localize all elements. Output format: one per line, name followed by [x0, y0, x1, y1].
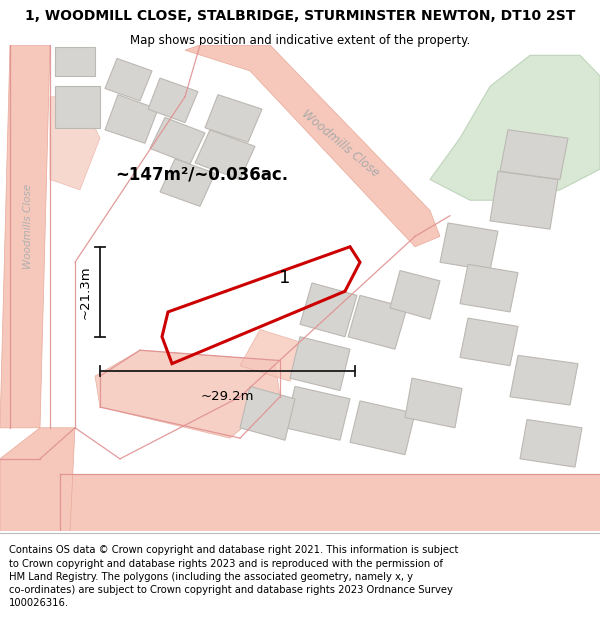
- Polygon shape: [105, 59, 152, 101]
- Polygon shape: [50, 97, 100, 190]
- Polygon shape: [460, 264, 518, 312]
- Polygon shape: [490, 171, 558, 229]
- Polygon shape: [55, 47, 95, 76]
- Polygon shape: [430, 56, 600, 200]
- Polygon shape: [0, 428, 75, 531]
- Polygon shape: [60, 474, 600, 531]
- Text: Map shows position and indicative extent of the property.: Map shows position and indicative extent…: [130, 34, 470, 47]
- Polygon shape: [95, 350, 280, 438]
- Polygon shape: [440, 223, 498, 271]
- Polygon shape: [55, 86, 100, 128]
- Polygon shape: [240, 329, 310, 381]
- Polygon shape: [290, 337, 350, 391]
- Text: ~147m²/~0.036ac.: ~147m²/~0.036ac.: [115, 166, 288, 183]
- Polygon shape: [150, 118, 205, 164]
- Text: ~29.2m: ~29.2m: [201, 389, 254, 402]
- Polygon shape: [500, 130, 568, 179]
- Polygon shape: [185, 45, 440, 247]
- Polygon shape: [195, 130, 255, 179]
- Polygon shape: [350, 401, 415, 455]
- Text: ~21.3m: ~21.3m: [79, 265, 92, 319]
- Polygon shape: [105, 94, 158, 143]
- Polygon shape: [205, 94, 262, 142]
- Polygon shape: [460, 318, 518, 366]
- Polygon shape: [510, 356, 578, 405]
- Text: 1: 1: [280, 269, 290, 287]
- Text: Contains OS data © Crown copyright and database right 2021. This information is : Contains OS data © Crown copyright and d…: [9, 545, 458, 608]
- Polygon shape: [0, 45, 50, 428]
- Polygon shape: [160, 159, 215, 206]
- Polygon shape: [240, 386, 295, 440]
- Polygon shape: [300, 283, 357, 337]
- Text: 1, WOODMILL CLOSE, STALBRIDGE, STURMINSTER NEWTON, DT10 2ST: 1, WOODMILL CLOSE, STALBRIDGE, STURMINST…: [25, 9, 575, 23]
- Polygon shape: [520, 419, 582, 467]
- Polygon shape: [390, 271, 440, 319]
- Polygon shape: [348, 296, 407, 349]
- Polygon shape: [148, 78, 198, 122]
- Text: Woodmills Close: Woodmills Close: [299, 107, 381, 179]
- Text: Woodmills Close: Woodmills Close: [23, 183, 33, 269]
- Polygon shape: [285, 386, 350, 440]
- Polygon shape: [405, 378, 462, 428]
